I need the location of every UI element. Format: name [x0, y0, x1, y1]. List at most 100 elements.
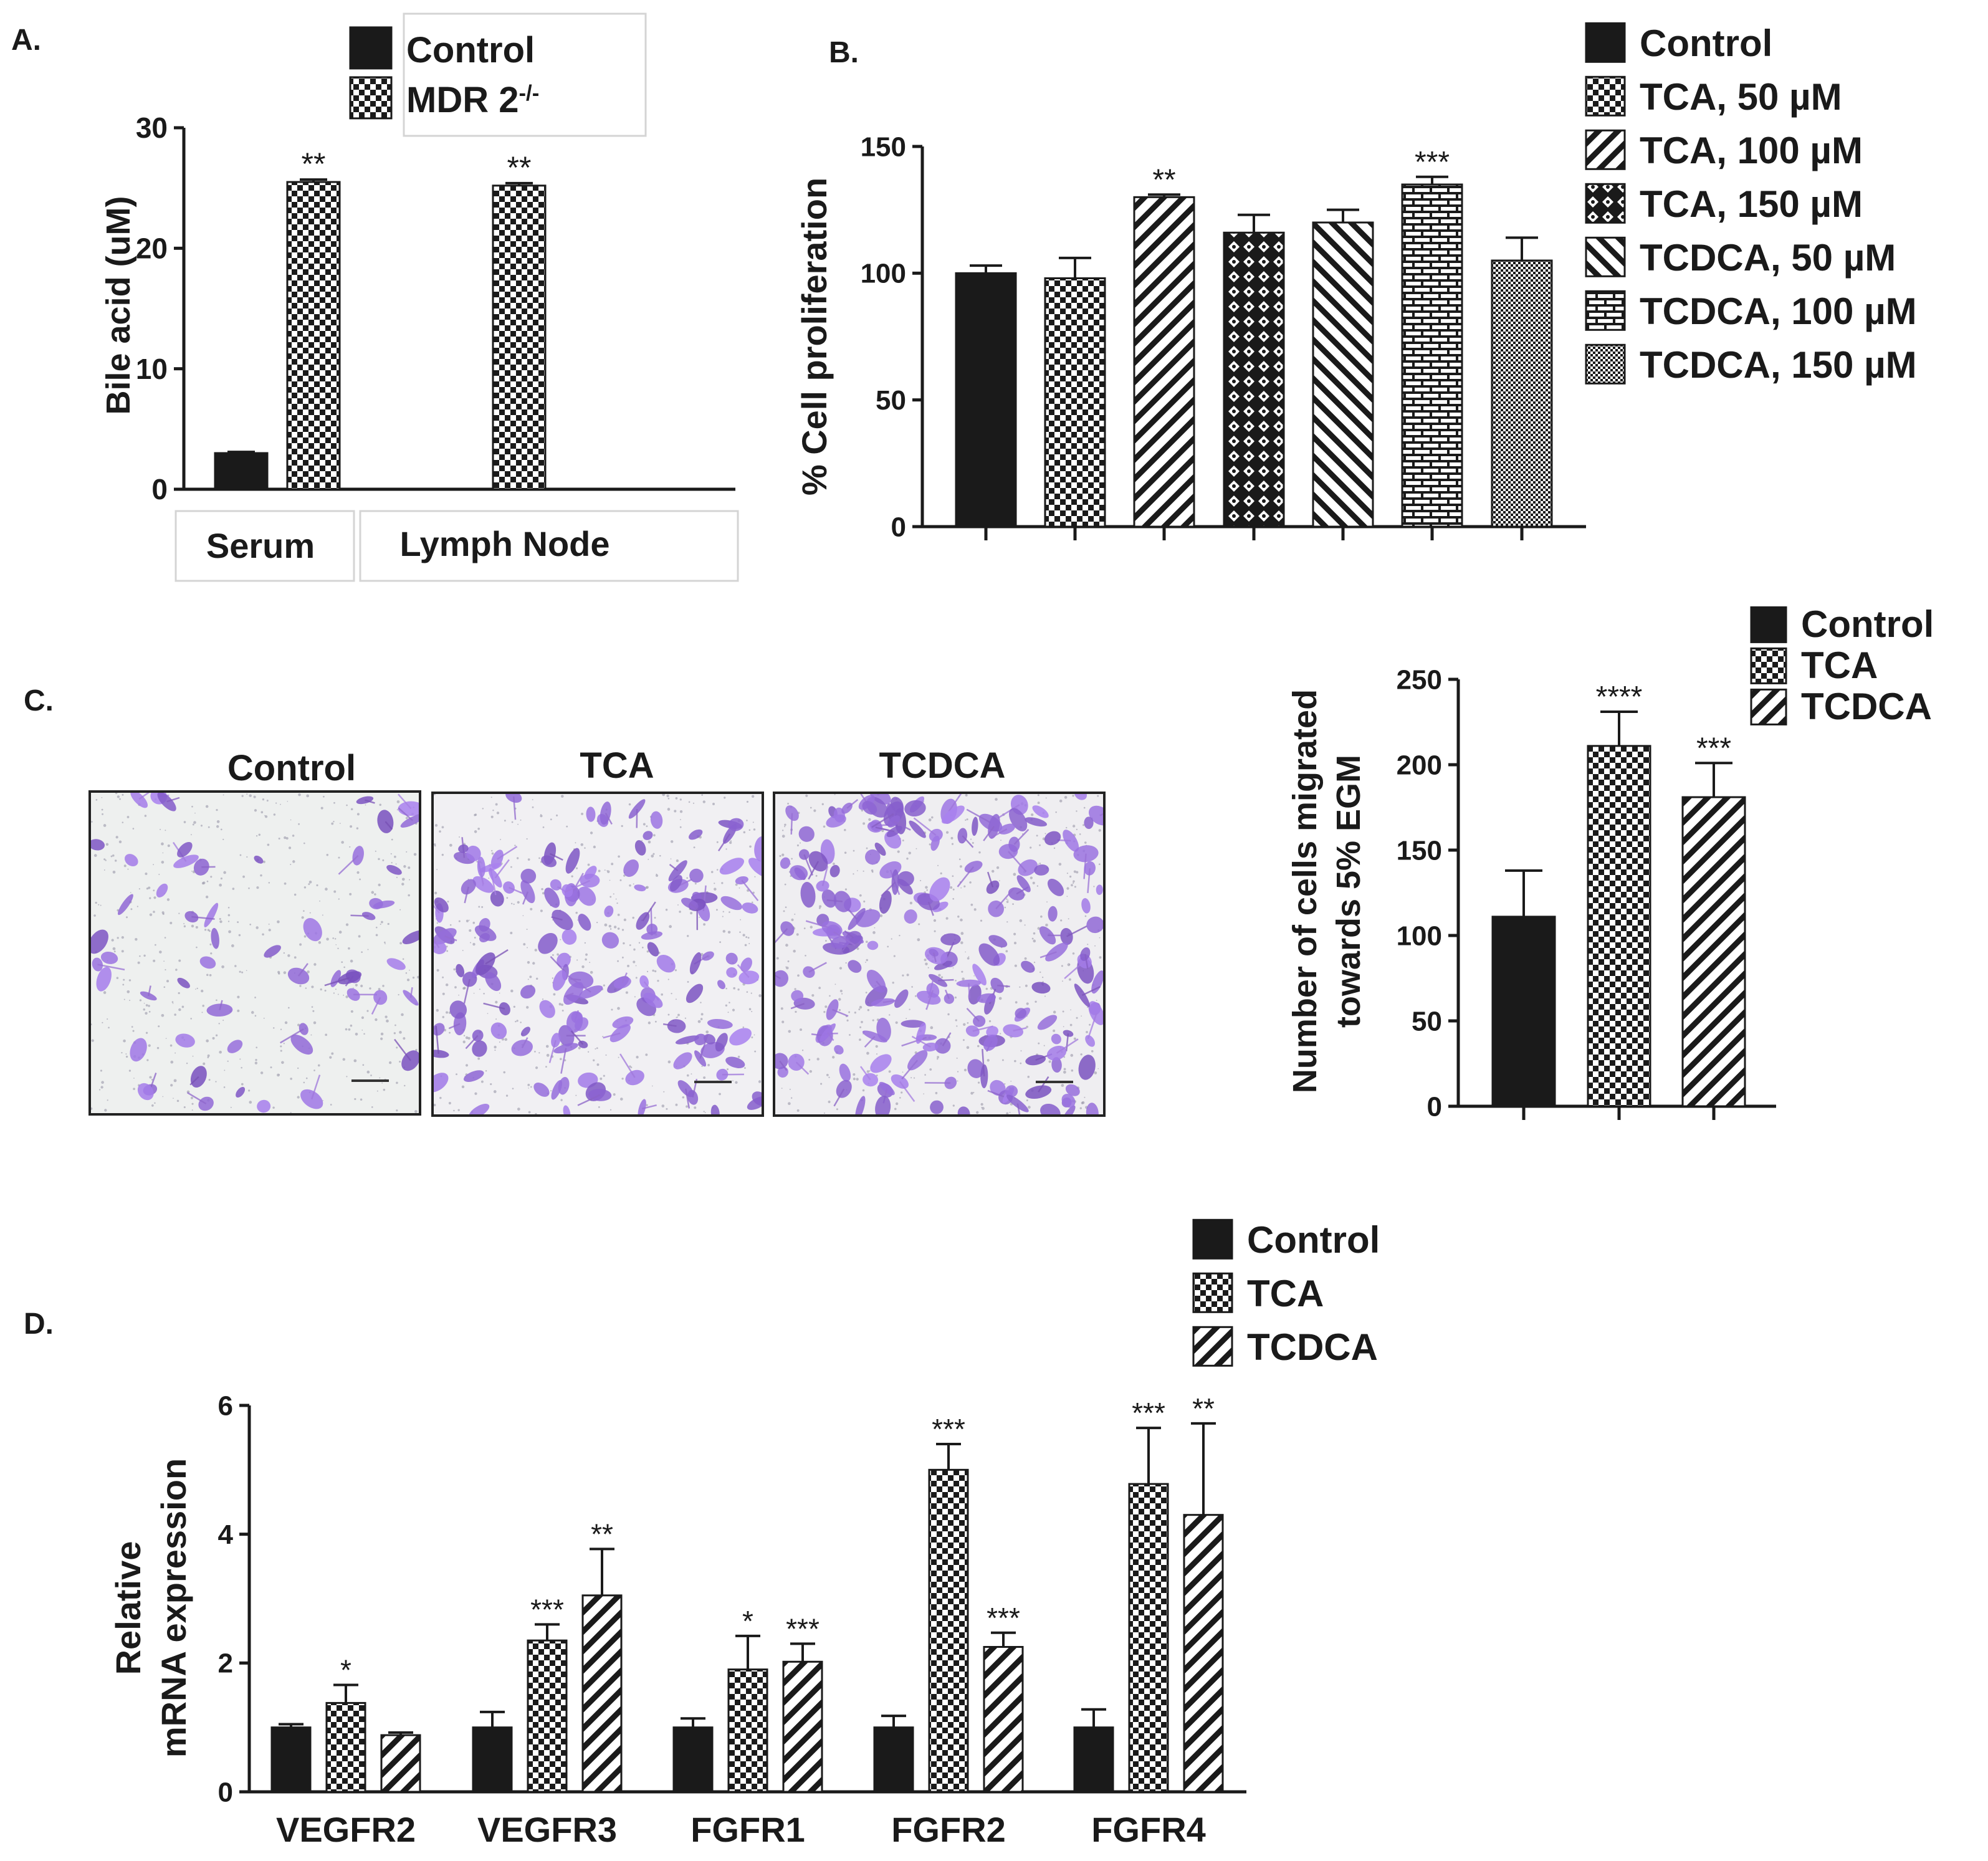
micrograph-pore — [532, 799, 533, 801]
micrograph-pore — [746, 820, 748, 821]
micrograph-cell — [821, 889, 837, 908]
micrograph-pore — [474, 937, 476, 939]
micrograph-pore — [733, 987, 736, 990]
micrograph-cell — [689, 952, 702, 975]
micrograph-pore — [512, 1088, 514, 1089]
micrograph-pore — [617, 913, 620, 916]
micrograph-pore — [307, 970, 310, 974]
micrograph-pore — [434, 794, 436, 795]
micrograph-pore — [241, 971, 244, 974]
micrograph-pore — [998, 997, 1002, 1000]
chart-d-significance: *** — [932, 1413, 965, 1445]
micrograph-pore — [371, 1106, 373, 1108]
micrograph-pore — [918, 923, 920, 926]
micrograph-pore — [865, 992, 867, 993]
micrograph-cell-process — [833, 1088, 845, 1107]
micrograph-pore — [530, 1086, 532, 1088]
micrograph-pore — [957, 916, 960, 918]
panel-label-c: C. — [24, 684, 54, 717]
chart-b-y-tick-label: 50 — [876, 385, 906, 416]
micrograph-pore — [192, 1055, 194, 1057]
micrograph-pore — [491, 849, 493, 852]
micrograph-pore — [950, 886, 953, 889]
micrograph-pore — [621, 929, 624, 931]
micrograph-pore — [209, 974, 212, 977]
micrograph-pore — [749, 845, 752, 848]
micrograph-cell — [870, 1054, 892, 1073]
micrograph-pore — [390, 853, 392, 855]
micrograph-cell — [1044, 831, 1061, 846]
micrograph-pore — [216, 808, 218, 811]
micrograph-pore — [686, 1105, 689, 1108]
chart-d-bar — [672, 1726, 714, 1793]
micrograph-pore — [928, 818, 932, 821]
micrograph-pore — [1010, 1081, 1012, 1082]
micrograph-cell — [100, 951, 118, 964]
micrograph-cell — [1062, 1105, 1076, 1114]
micrograph-pore — [414, 1110, 418, 1113]
micrograph-cell — [717, 980, 725, 990]
micrograph-pore — [298, 793, 301, 797]
micrograph-pore — [722, 930, 726, 933]
micrograph-pore — [621, 1078, 624, 1080]
micrograph-pore — [742, 1026, 745, 1028]
micrograph-pore — [721, 882, 724, 884]
micrograph-pore — [671, 992, 672, 995]
micrograph-pore — [613, 893, 614, 895]
micrograph-pore — [596, 1063, 600, 1066]
micrograph-pore — [1097, 795, 1099, 797]
micrograph-pore — [801, 1050, 804, 1051]
micrograph-pore — [781, 1020, 785, 1023]
chart-b-legend-label: TCA, 150 µM — [1640, 183, 1863, 225]
micrograph-pore — [371, 891, 375, 894]
micrograph-pore — [615, 898, 617, 900]
micrograph-cell-process — [847, 908, 858, 920]
micrograph-pore — [902, 1071, 904, 1073]
micrograph-pore — [121, 1051, 123, 1054]
micrograph-pore — [405, 816, 408, 820]
micrograph-cell — [1034, 864, 1049, 876]
chart-d-legend-swatch — [1192, 1218, 1233, 1260]
micrograph-cell — [1031, 982, 1051, 994]
micrograph-pore — [542, 892, 545, 895]
micrograph-pore — [575, 911, 578, 914]
micrograph-pore — [128, 979, 131, 982]
micrograph-pore — [906, 1018, 907, 1020]
micrograph-pore — [480, 1080, 484, 1083]
micrograph-pore — [366, 1070, 370, 1074]
micrograph-pore — [1073, 882, 1074, 884]
micrograph-cell — [887, 815, 901, 828]
micrograph-cell — [257, 1099, 271, 1113]
micrograph-pore — [122, 821, 124, 823]
micrograph-cell-process — [821, 866, 829, 886]
micrograph-pore — [810, 806, 812, 809]
micrograph-cell — [641, 931, 663, 940]
micrograph-pore — [1036, 885, 1039, 887]
micrograph-cell-process — [1087, 1013, 1097, 1040]
micrograph-pore — [465, 1036, 469, 1040]
micrograph-cell — [490, 1022, 507, 1040]
chart-b-legend-label: TCA, 100 µM — [1640, 130, 1863, 171]
micrograph-pore — [375, 850, 376, 852]
micrograph-pore — [207, 1056, 209, 1058]
micrograph-cell — [643, 992, 663, 1008]
micrograph-pore — [657, 980, 659, 982]
chart-b-legend-label: TCA, 50 µM — [1640, 76, 1842, 118]
micrograph-pore — [973, 1091, 975, 1094]
micrograph-pore — [1063, 1056, 1066, 1058]
micrograph-pore — [1083, 806, 1086, 809]
micrograph-pore — [375, 1018, 378, 1021]
micrograph-pore — [490, 815, 494, 818]
micrograph-cell-process — [882, 999, 900, 1003]
micrograph-pore — [258, 833, 261, 836]
chart-d-bar — [581, 1594, 623, 1793]
micrograph-pore — [1068, 978, 1071, 981]
micrograph-pore — [580, 843, 584, 846]
chart-d-bar — [873, 1726, 914, 1793]
micrograph-pore — [249, 923, 252, 926]
micrograph-cell-process — [409, 987, 413, 998]
micrograph-cell — [689, 829, 703, 840]
micrograph-pore — [725, 987, 727, 990]
micrograph-pore — [442, 1016, 445, 1018]
micrograph-pore — [938, 974, 941, 977]
